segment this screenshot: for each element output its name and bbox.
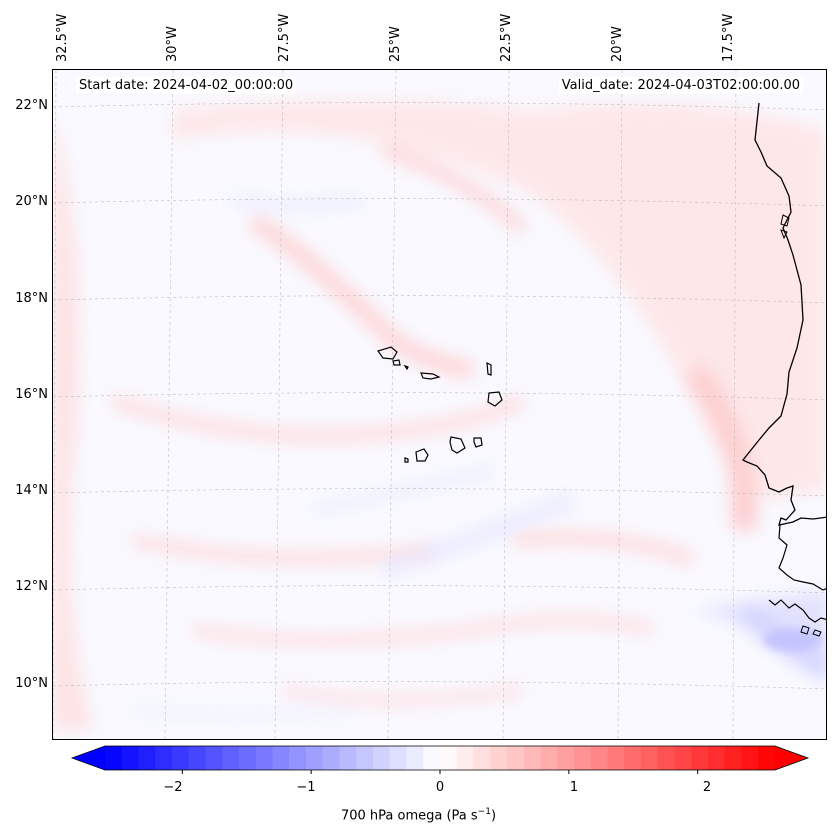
colorbar-segment [657, 746, 675, 770]
colorbar-segment [121, 746, 139, 770]
senegal-gambia-coast [778, 524, 826, 591]
colorbar-segment [389, 746, 407, 770]
colorbar-segment [306, 746, 324, 770]
colorbar-segment [724, 746, 742, 770]
colorbar-segment [674, 746, 692, 770]
colorbar-outline [70, 745, 810, 771]
lon-label-32-5w: 32.5°W [55, 13, 70, 62]
colorbar-segment [523, 746, 541, 770]
colorbar-segment [322, 746, 340, 770]
colorbar-title-exponent: −1 [477, 807, 491, 817]
colorbar-segment [272, 746, 290, 770]
map-panel[interactable] [52, 69, 827, 740]
lat-label-20n: 20°N [15, 194, 48, 209]
colorbar-segment [423, 746, 441, 770]
colorbar-segment [557, 746, 575, 770]
colorbar-segment [155, 746, 173, 770]
colorbar-segment [138, 746, 156, 770]
lon-label-20w: 20°W [610, 26, 625, 62]
colorbar-segment [456, 746, 474, 770]
colorbar-title: 700 hPa omega (Pa s−1) [0, 807, 837, 823]
lat-label-14n: 14°N [15, 483, 48, 498]
colorbar-segment [708, 746, 726, 770]
colorbar-segment [440, 746, 458, 770]
negative-omega-core [763, 628, 823, 652]
lat-label-10n: 10°N [15, 676, 48, 691]
colorbar-tick-0: 0 [435, 780, 445, 795]
colorbar-title-main: 700 hPa omega (Pa s [340, 808, 478, 824]
lat-label-22n: 22°N [15, 98, 48, 113]
colorbar-segment [105, 746, 123, 770]
colorbar-segment [624, 746, 642, 770]
colorbar-segment [691, 746, 709, 770]
colorbar-segment [641, 746, 659, 770]
colorbar [70, 745, 810, 774]
cape-verde-islands [377, 346, 503, 463]
lat-label-18n: 18°N [15, 291, 48, 306]
guinea-bissau-coast [768, 599, 826, 623]
colorbar-segment [222, 746, 240, 770]
graticule [53, 70, 826, 739]
colorbar-segment [590, 746, 608, 770]
start-date-label: Start date: 2024-04-02_00:00:00 [76, 77, 297, 94]
colorbar-segment [406, 746, 424, 770]
colorbar-segment [356, 746, 374, 770]
colorbar-tick-neg2: −2 [163, 780, 183, 795]
colorbar-segment [490, 746, 508, 770]
lat-label-12n: 12°N [15, 579, 48, 594]
lon-label-30w: 30°W [165, 26, 180, 62]
lon-label-25w: 25°W [388, 26, 403, 62]
lat-label-16n: 16°N [15, 387, 48, 402]
colorbar-segment [507, 746, 525, 770]
colorbar-segment [239, 746, 257, 770]
colorbar-tick-1: 1 [569, 780, 579, 795]
colorbar-segment [741, 746, 759, 770]
positive-omega-bands [53, 100, 826, 730]
bijagos-islands [800, 625, 822, 637]
colorbar-tick-2: 2 [702, 780, 712, 795]
omega-field-map [53, 70, 826, 739]
colorbar-segment [255, 746, 273, 770]
colorbar-segment [205, 746, 223, 770]
colorbar-title-close: ) [490, 808, 497, 824]
lon-label-17-5w: 17.5°W [721, 13, 736, 62]
colorbar-segment [289, 746, 307, 770]
colorbar-segment [473, 746, 491, 770]
colorbar-segment [607, 746, 625, 770]
african-coastline [741, 102, 826, 526]
colorbar-segment [172, 746, 190, 770]
lon-label-27-5w: 27.5°W [277, 13, 292, 62]
colorbar-extend-min [72, 746, 105, 770]
valid-date-label: Valid_date: 2024-04-03T02:00:00.00 [558, 77, 803, 94]
lon-label-22-5w: 22.5°W [499, 13, 514, 62]
colorbar-segment [758, 746, 776, 770]
colorbar-extend-max [775, 746, 808, 770]
colorbar-segment [574, 746, 592, 770]
colorbar-segment [339, 746, 357, 770]
colorbar-segment [540, 746, 558, 770]
colorbar-segment [373, 746, 391, 770]
bay-inlet [780, 214, 790, 240]
colorbar-tick-neg1: −1 [296, 780, 316, 795]
colorbar-segment [188, 746, 206, 770]
